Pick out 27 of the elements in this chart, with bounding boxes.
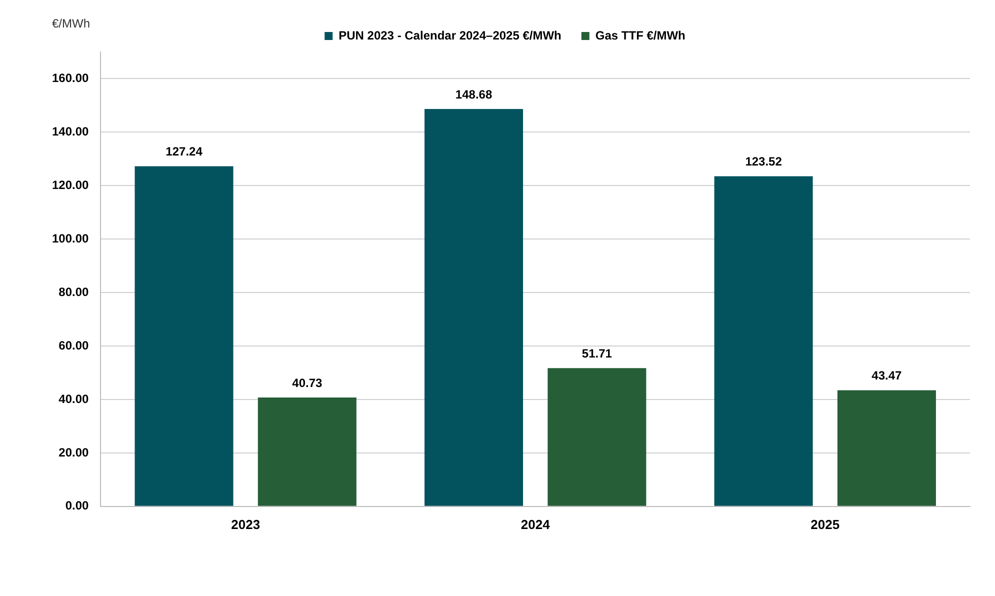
bar [134,166,234,506]
y-tick-label: 60.00 [58,338,90,352]
x-tick-label: 2024 [520,516,551,532]
legend-label: PUN 2023 - Calendar 2024–2025 €/MWh [338,28,562,42]
y-tick-label: 100.00 [52,231,90,246]
data-label: 51.71 [582,346,612,360]
bar [548,368,646,506]
bar [424,108,524,506]
bar [714,176,813,506]
data-label: 127.24 [166,144,203,159]
y-tick-label: 80.00 [58,284,90,299]
y-tick-label: 20.00 [58,445,90,460]
data-label: 148.68 [455,87,492,102]
data-label: 40.73 [292,376,322,390]
y-tick-label: 140.00 [52,124,90,138]
y-tick-label: 160.00 [52,71,90,86]
x-tick-label: 2023 [231,516,260,532]
data-label: 123.52 [745,154,782,169]
bar [837,390,936,506]
y-tick-label: 40.00 [58,392,90,406]
legend-label: Gas TTF €/MWh [595,28,686,42]
y-axis-title: €/MWh [52,16,90,30]
x-tick-label: 2025 [810,516,840,532]
data-label: 43.47 [872,368,902,383]
bar [258,398,356,506]
y-tick-label: 0.00 [65,498,90,513]
y-tick-label: 120.00 [52,178,90,192]
